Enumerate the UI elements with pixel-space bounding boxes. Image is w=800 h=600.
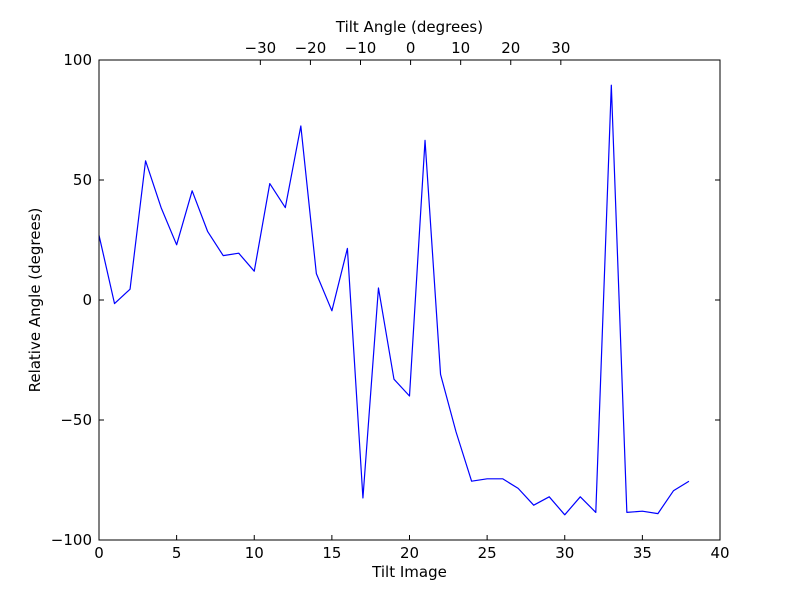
x-tick-label: 40 — [710, 544, 729, 562]
y-tick-label: 50 — [73, 171, 92, 189]
x-tick-label: 5 — [172, 544, 182, 562]
y-tick-label: 100 — [63, 51, 92, 69]
x-axis-title: Tilt Image — [371, 563, 447, 581]
top-tick-label: −10 — [345, 39, 377, 57]
top-tick-label: 10 — [451, 39, 470, 57]
top-tick-label: 20 — [501, 39, 520, 57]
y-tick-label: −100 — [51, 531, 92, 549]
x-tick-label: 15 — [322, 544, 341, 562]
x-tick-label: 35 — [633, 544, 652, 562]
top-tick-label: −30 — [245, 39, 277, 57]
x-tick-label: 20 — [400, 544, 419, 562]
x-tick-label: 10 — [245, 544, 264, 562]
chart-marks — [98, 84, 690, 516]
y-tick-label: 0 — [82, 291, 92, 309]
x-tick-label: 0 — [94, 544, 104, 562]
top-axis-title: Tilt Angle (degrees) — [335, 18, 483, 36]
top-tick-label: −20 — [295, 39, 327, 57]
y-axis-title: Relative Angle (degrees) — [26, 208, 44, 393]
series-line — [98, 84, 690, 516]
top-tick-label: 0 — [406, 39, 416, 57]
y-tick-label: −50 — [60, 411, 92, 429]
plot-frame — [98, 59, 721, 541]
x-tick-label: 25 — [478, 544, 497, 562]
top-tick-label: 30 — [551, 39, 570, 57]
x-tick-label: 30 — [555, 544, 574, 562]
